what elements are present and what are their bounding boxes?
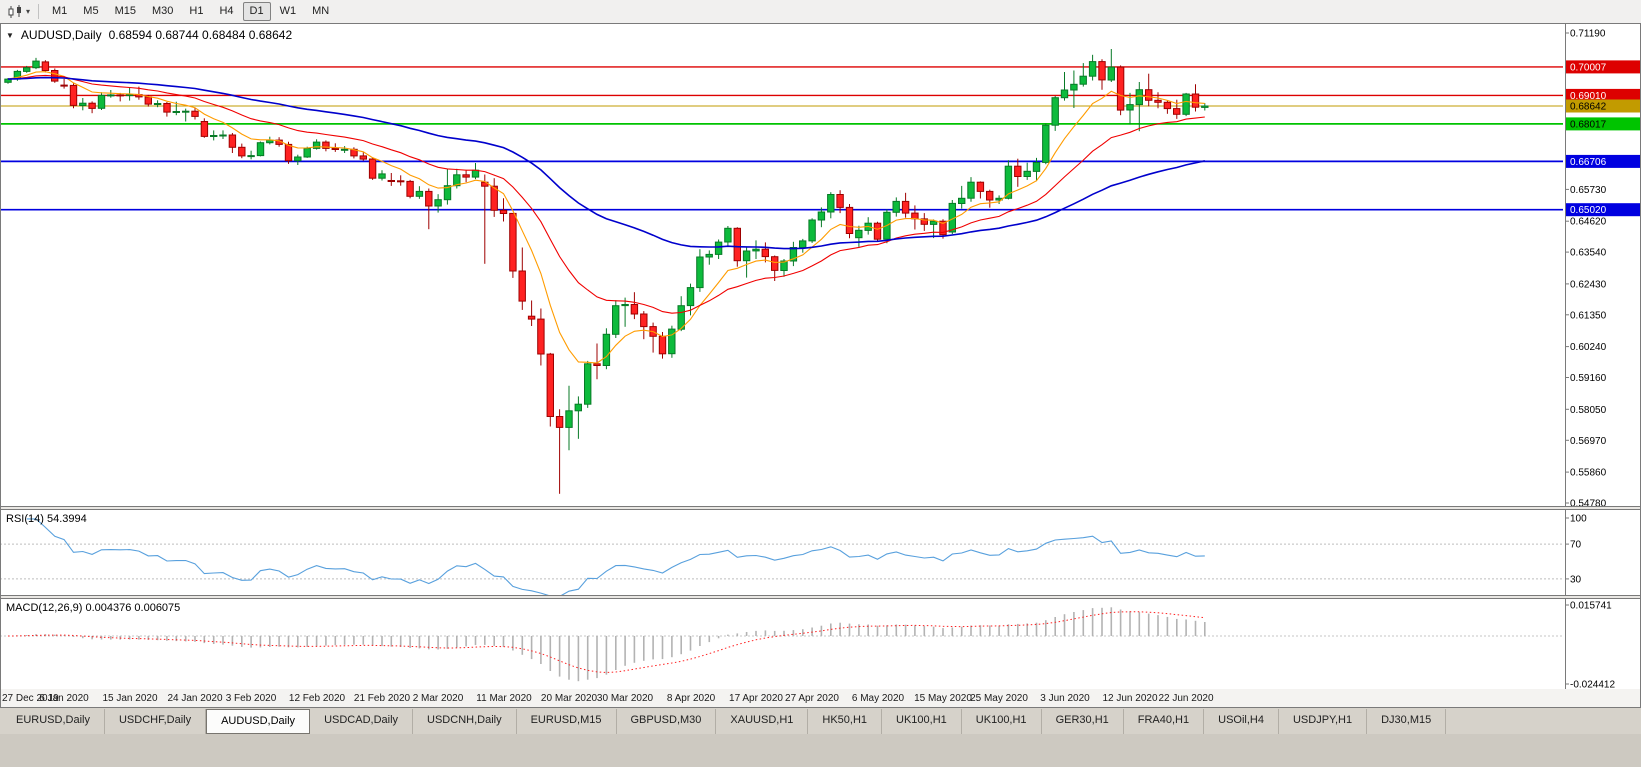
svg-text:0.63540: 0.63540 xyxy=(1570,248,1607,259)
svg-text:0.015741: 0.015741 xyxy=(1570,601,1612,612)
chart-tab-eurusd-daily[interactable]: EURUSD,Daily xyxy=(2,709,105,734)
svg-text:0.54780: 0.54780 xyxy=(1570,499,1607,507)
chart-tab-usoil-h4[interactable]: USOil,H4 xyxy=(1204,709,1279,734)
toolbar-separator xyxy=(38,4,40,19)
time-axis-label: 22 Jun 2020 xyxy=(1158,693,1214,704)
time-axis-label: 24 Jan 2020 xyxy=(167,693,223,704)
chart-header: ▼ AUDUSD,Daily 0.68594 0.68744 0.68484 0… xyxy=(6,28,292,42)
chart-tab-usdchf-daily[interactable]: USDCHF,Daily xyxy=(105,709,207,734)
time-axis-label: 8 Apr 2020 xyxy=(666,693,716,704)
chart-tab-audusd-daily[interactable]: AUDUSD,Daily xyxy=(206,709,311,734)
time-axis-label: 27 Dec 2019 xyxy=(2,693,59,704)
svg-text:0.55860: 0.55860 xyxy=(1570,468,1607,479)
macd-indicator-label: MACD(12,26,9) 0.004376 0.006075 xyxy=(6,602,181,614)
rsi-line xyxy=(26,518,1205,595)
svg-text:0.68017: 0.68017 xyxy=(1570,119,1607,130)
chart-symbol-label: AUDUSD,Daily xyxy=(20,28,102,42)
svg-text:0.65020: 0.65020 xyxy=(1570,205,1607,216)
chart-tab-fra40-h1[interactable]: FRA40,H1 xyxy=(1124,709,1205,734)
svg-text:100: 100 xyxy=(1570,514,1587,525)
moving-average-lines xyxy=(7,71,1205,364)
chart-tab-xauusd-h1[interactable]: XAUUSD,H1 xyxy=(716,709,809,734)
timeframe-toolbar: ▾ M1 M5 M15 M30 H1 H4 D1 W1 MN xyxy=(0,0,1641,23)
time-axis-label: 20 Mar 2020 xyxy=(540,693,598,704)
chevron-down-icon: ▾ xyxy=(26,6,31,16)
svg-text:0.71190: 0.71190 xyxy=(1570,29,1606,40)
chart-tab-ger30-h1[interactable]: GER30,H1 xyxy=(1042,709,1124,734)
svg-text:0.58050: 0.58050 xyxy=(1570,405,1607,416)
timeframe-button-m15[interactable]: M15 xyxy=(114,4,136,17)
macd-indicator-panel[interactable]: 0.015741 -0.024412 xyxy=(0,599,1641,689)
timeframe-button-h4[interactable]: H4 xyxy=(219,4,234,17)
time-axis-label: 15 May 2020 xyxy=(914,693,972,704)
svg-text:0.60240: 0.60240 xyxy=(1570,342,1607,353)
rsi-canvas: 100 70 30 xyxy=(0,510,1641,595)
chart-tab-usdcnh-daily[interactable]: USDCNH,Daily xyxy=(413,709,517,734)
price-gridline-labels: 0.71190 0.65730 0.64620 0.63540 0.62430 0.613… xyxy=(1565,29,1607,507)
candlestick-chart-icon xyxy=(8,4,21,18)
rsi-indicator-label: RSI(14) 54.3994 xyxy=(6,513,87,525)
svg-text:30: 30 xyxy=(1570,574,1582,585)
svg-text:0.62430: 0.62430 xyxy=(1570,279,1607,290)
svg-text:0.68642: 0.68642 xyxy=(1570,102,1607,113)
svg-text:0.59160: 0.59160 xyxy=(1570,373,1607,384)
time-axis-label: 3 Feb 2020 xyxy=(225,693,277,704)
horizontal-level-lines[interactable] xyxy=(0,66,1563,211)
timeframe-button-h1[interactable]: H1 xyxy=(189,4,204,17)
time-axis-label: 25 May 2020 xyxy=(970,693,1028,704)
time-axis-label: 21 Feb 2020 xyxy=(353,693,411,704)
chart-ohlc-values: 0.68594 0.68744 0.68484 0.68642 xyxy=(108,28,293,42)
time-axis[interactable]: 27 Dec 2019 6 Jan 2020 15 Jan 2020 24 Jan 2… xyxy=(0,689,1641,708)
time-axis-label: 12 Feb 2020 xyxy=(288,693,346,704)
chart-tab-usdjpy-h1[interactable]: USDJPY,H1 xyxy=(1279,709,1368,734)
chart-tab-bar: EURUSD,Daily USDCHF,Daily AUDUSD,Daily USDC… xyxy=(0,708,1641,734)
chart-tab-uk100-h1[interactable]: UK100,H1 xyxy=(882,709,962,734)
rsi-levels: 100 70 30 xyxy=(0,514,1587,585)
time-axis-label: 3 Jun 2020 xyxy=(1040,693,1090,704)
time-axis-label: 17 Apr 2020 xyxy=(729,693,783,704)
time-axis-label: 27 Apr 2020 xyxy=(785,693,839,704)
price-chart-canvas: 0.71190 0.65730 0.64620 0.63540 0.62430 0.613… xyxy=(0,23,1641,506)
time-axis-label: 15 Jan 2020 xyxy=(102,693,158,704)
collapse-triangle-icon[interactable]: ▼ xyxy=(6,30,14,40)
svg-text:0.56970: 0.56970 xyxy=(1570,436,1607,447)
chart-type-button[interactable]: ▾ xyxy=(4,4,33,20)
time-axis-label: 11 Mar 2020 xyxy=(476,693,532,704)
price-chart-panel[interactable]: 0.71190 0.65730 0.64620 0.63540 0.62430 0.613… xyxy=(0,23,1641,506)
time-axis-label: 2 Mar 2020 xyxy=(412,693,464,704)
timeframe-button-group: M1 M5 M15 M30 H1 H4 D1 W1 MN xyxy=(44,1,337,22)
svg-text:0.69010: 0.69010 xyxy=(1570,91,1607,102)
timeframe-button-m30[interactable]: M30 xyxy=(151,4,174,17)
panel-splitter[interactable] xyxy=(0,595,1641,599)
macd-canvas: 0.015741 -0.024412 xyxy=(0,599,1641,689)
macd-axis-labels: 0.015741 -0.024412 xyxy=(1565,601,1615,690)
chart-tab-eurusd-m15[interactable]: EURUSD,M15 xyxy=(517,709,617,734)
timeframe-button-mn[interactable]: MN xyxy=(312,4,330,17)
panel-splitter[interactable] xyxy=(0,506,1641,510)
svg-text:0.64620: 0.64620 xyxy=(1570,217,1607,228)
svg-text:0.61350: 0.61350 xyxy=(1570,310,1607,321)
timeframe-button-m1[interactable]: M1 xyxy=(52,4,68,17)
timeframe-button-w1[interactable]: W1 xyxy=(279,4,297,17)
svg-text:0.66706: 0.66706 xyxy=(1570,157,1607,168)
chart-tab-usdcad-daily[interactable]: USDCAD,Daily xyxy=(310,709,414,734)
svg-text:70: 70 xyxy=(1570,540,1582,551)
svg-text:0.65730: 0.65730 xyxy=(1570,185,1607,196)
time-axis-label: 30 Mar 2020 xyxy=(596,693,654,704)
time-axis-label: 6 May 2020 xyxy=(851,693,905,704)
chart-tab-hk50-h1[interactable]: HK50,H1 xyxy=(808,709,883,734)
svg-text:0.70007: 0.70007 xyxy=(1570,62,1607,73)
chart-tab-uk100-h1[interactable]: UK100,H1 xyxy=(962,709,1042,734)
time-axis-label: 6 Jan 2020 xyxy=(39,693,89,704)
chart-tab-dj30-m15[interactable]: DJ30,M15 xyxy=(1367,709,1447,734)
chart-tab-gbpusd-m30[interactable]: GBPUSD,M30 xyxy=(617,709,717,734)
timeframe-button-d1[interactable]: D1 xyxy=(242,1,271,22)
timeframe-button-m5[interactable]: M5 xyxy=(83,4,99,17)
svg-text:-0.024412: -0.024412 xyxy=(1570,680,1615,690)
time-axis-label: 12 Jun 2020 xyxy=(1102,693,1158,704)
rsi-indicator-panel[interactable]: 100 70 30 xyxy=(0,510,1641,595)
status-strip xyxy=(0,734,1641,767)
